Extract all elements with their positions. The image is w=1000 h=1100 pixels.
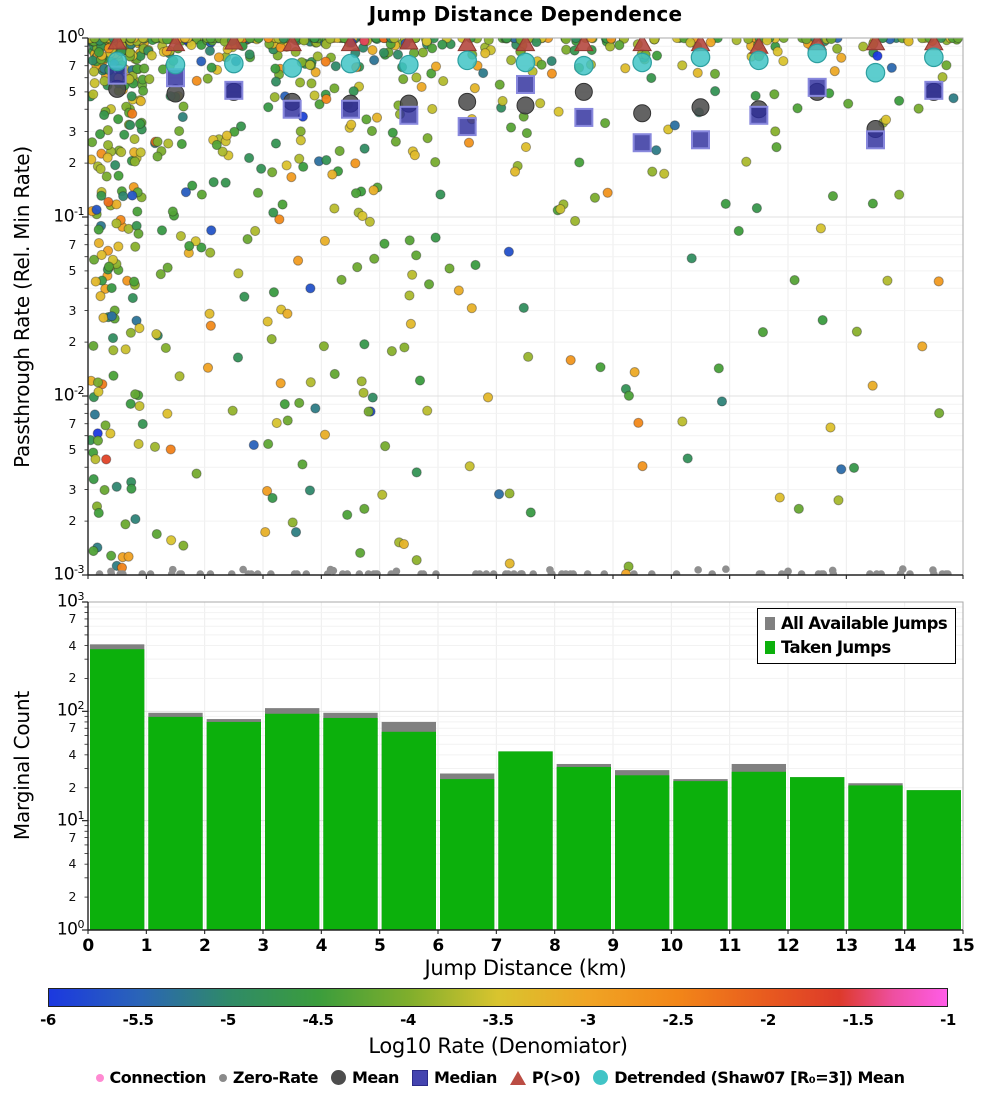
legend-item-mean: Mean: [330, 1068, 399, 1087]
legend-item-zero-rate: Zero-Rate: [218, 1068, 318, 1087]
legend-item-p-gt-0: P(>0): [509, 1068, 581, 1087]
legend-item-detrended-mean: Detrended (Shaw07 [R₀=3]) Mean: [593, 1068, 905, 1087]
colorbar: [48, 988, 948, 1007]
median-square-icon: [411, 1069, 428, 1086]
connection-dot-icon: [95, 1073, 104, 1082]
figure-title: Jump Distance Dependence: [368, 2, 683, 26]
bottom-y-axis-label: Marginal Count: [10, 691, 34, 841]
taken-jumps-swatch: [765, 641, 775, 654]
mean-circle-icon: [330, 1070, 346, 1085]
histogram-legend: All Available Jumps Taken Jumps: [757, 608, 957, 664]
legend-item-median: Median: [411, 1068, 497, 1087]
all-available-jumps-swatch: [765, 617, 775, 630]
legend-label: All Available Jumps: [781, 614, 948, 633]
legend-item-all-available-jumps: All Available Jumps: [765, 614, 948, 633]
p-gt-0-triangle-icon: [509, 1070, 526, 1085]
colorbar-label: Log10 Rate (Denomiator): [368, 1034, 628, 1058]
x-axis-label: Jump Distance (km): [424, 956, 627, 980]
zero-rate-dot-icon: [218, 1073, 227, 1082]
detrended-mean-circle-icon: [593, 1070, 609, 1085]
legend-item-taken-jumps: Taken Jumps: [765, 638, 947, 657]
legend-label: Taken Jumps: [781, 638, 891, 657]
top-y-axis-label: Passthrough Rate (Rel. Min Rate): [10, 145, 34, 468]
legend-item-connection: Connection: [95, 1068, 206, 1087]
figure-legend: Connection Zero-Rate Mean Median P(>0) D…: [0, 1068, 1000, 1087]
